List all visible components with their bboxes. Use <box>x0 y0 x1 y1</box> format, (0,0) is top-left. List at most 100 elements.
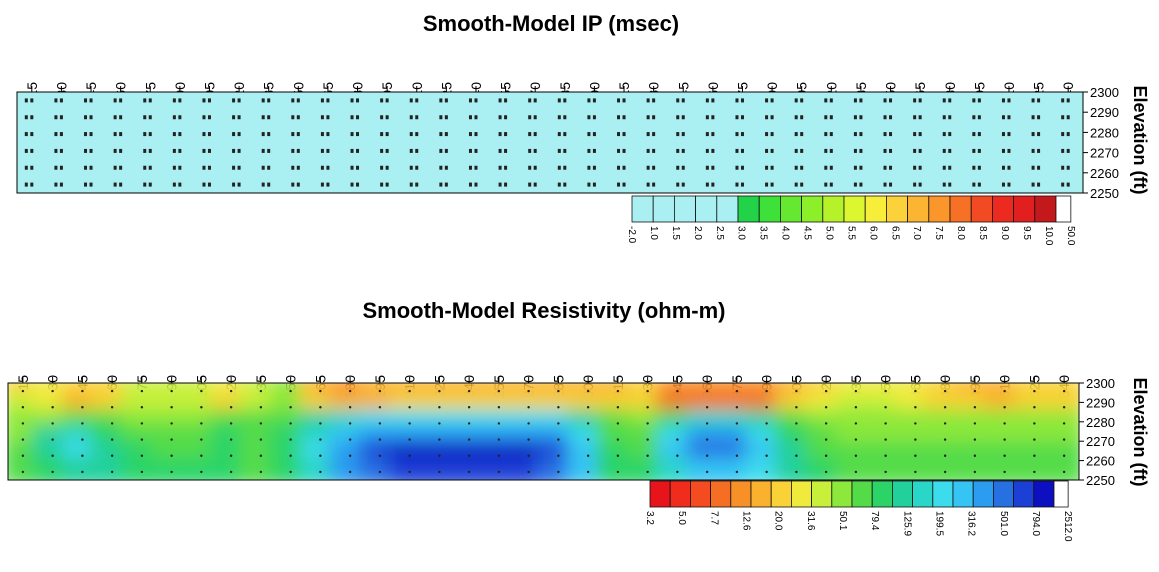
data-point <box>705 454 709 457</box>
data-point <box>735 470 739 474</box>
colorbar-label: 5.5 <box>845 226 856 240</box>
data-point <box>497 422 501 425</box>
data-point <box>84 98 88 103</box>
data-point <box>977 132 981 137</box>
data-point <box>914 438 917 441</box>
data-point <box>320 165 324 170</box>
data-point <box>883 165 887 170</box>
y-tick-label: 2260 <box>1090 166 1119 181</box>
data-point <box>652 165 656 170</box>
colorbar-swatch <box>791 480 813 508</box>
data-point <box>883 98 887 103</box>
data-point <box>652 182 656 187</box>
data-point <box>439 148 443 153</box>
data-point <box>497 470 501 474</box>
data-point <box>232 148 236 153</box>
colorbar-label: 1.5 <box>670 226 681 240</box>
data-point <box>914 422 917 425</box>
data-point <box>586 406 590 409</box>
data-point <box>824 422 828 425</box>
data-point <box>617 98 621 103</box>
data-point <box>973 389 977 393</box>
data-point <box>646 454 649 457</box>
ip-plot-area <box>16 91 1084 194</box>
data-point <box>320 115 324 120</box>
data-point <box>1062 422 1066 425</box>
data-point <box>84 115 88 120</box>
data-point <box>557 182 561 187</box>
data-point <box>646 115 650 120</box>
data-point <box>140 470 144 474</box>
data-point <box>415 98 419 103</box>
data-point <box>296 115 300 120</box>
data-point <box>110 470 114 474</box>
data-point <box>616 406 620 409</box>
data-point <box>646 165 650 170</box>
data-point <box>415 165 419 170</box>
colorbar-swatch <box>932 480 954 508</box>
data-point <box>829 115 833 120</box>
data-point <box>914 406 917 409</box>
data-point <box>617 148 621 153</box>
data-point <box>972 148 976 153</box>
data-point <box>587 148 591 153</box>
data-point <box>1061 132 1065 137</box>
y-tick-label: 2270 <box>1086 434 1115 449</box>
data-point <box>24 148 28 153</box>
data-point <box>119 115 123 120</box>
data-point <box>259 389 263 393</box>
data-point <box>200 389 203 393</box>
data-point <box>884 470 887 474</box>
colorbar-swatch <box>992 195 1015 223</box>
data-point <box>883 132 887 137</box>
data-point <box>735 165 739 170</box>
data-point <box>563 165 567 170</box>
data-point <box>824 98 828 103</box>
colorbar-label: 6.0 <box>867 226 878 240</box>
colorbar-label: 199.5 <box>933 511 944 536</box>
data-point <box>1007 182 1011 187</box>
data-point <box>889 132 893 137</box>
data-point <box>735 389 739 393</box>
data-point <box>824 406 828 409</box>
data-point <box>468 98 472 103</box>
ip-title: Smooth-Model IP (msec) <box>423 11 679 36</box>
data-point <box>740 98 744 103</box>
data-point <box>232 165 236 170</box>
data-point <box>533 148 537 153</box>
data-point <box>622 148 626 153</box>
data-point <box>557 438 560 441</box>
data-point <box>350 182 354 187</box>
data-point <box>972 115 976 120</box>
data-point <box>170 470 173 474</box>
data-point <box>320 132 324 137</box>
data-point <box>616 454 620 457</box>
data-point <box>237 165 241 170</box>
data-point <box>587 98 591 103</box>
data-point <box>140 422 144 425</box>
data-point <box>415 132 419 137</box>
data-point <box>889 115 893 120</box>
data-point <box>824 182 828 187</box>
data-point <box>587 182 591 187</box>
data-point <box>350 165 354 170</box>
data-point <box>113 182 117 187</box>
colorbar-end-swatch <box>1053 480 1069 508</box>
colorbar-label: 7.7 <box>708 511 719 525</box>
resistivity-plot-area <box>7 382 1080 481</box>
data-point <box>119 98 123 103</box>
data-point <box>89 98 93 103</box>
data-point <box>140 438 144 441</box>
data-point <box>202 132 206 137</box>
data-point <box>267 115 271 120</box>
data-point <box>973 406 977 409</box>
data-point <box>800 148 804 153</box>
data-point <box>592 98 596 103</box>
data-point <box>51 422 54 425</box>
data-point <box>320 182 324 187</box>
data-point <box>439 182 443 187</box>
data-point <box>259 406 263 409</box>
data-point <box>853 148 857 153</box>
data-point <box>356 182 360 187</box>
data-point <box>59 148 63 153</box>
